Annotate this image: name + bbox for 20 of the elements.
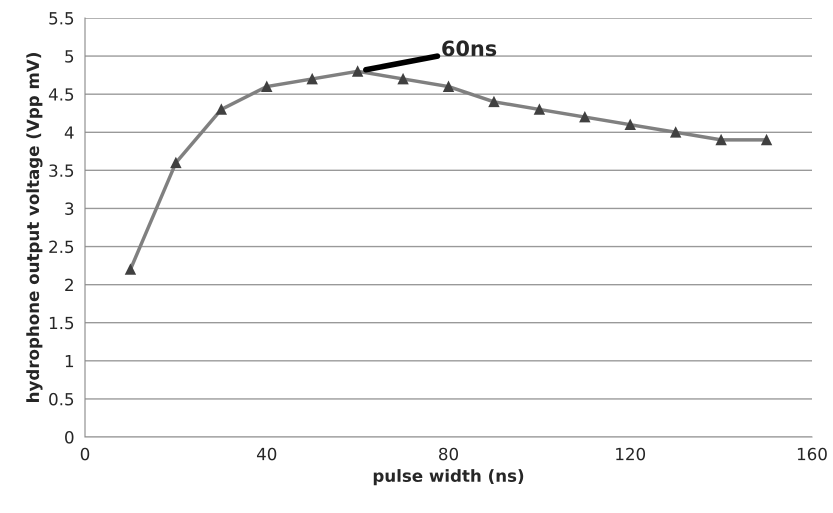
y-tick-label: 1 (66, 355, 74, 368)
y-tick-label: 2.5 (49, 240, 74, 254)
y-tick-label: 5 (65, 50, 74, 63)
y-axis-title: hydrophone output voltage (Vpp mV) (26, 53, 43, 402)
y-tick-label: 4.5 (48, 88, 74, 101)
y-tick-label: 4 (64, 126, 74, 139)
y-tick-label: 1.5 (50, 316, 74, 330)
y-tick-label: 2 (65, 278, 73, 291)
y-tick-label: 0 (65, 430, 74, 444)
annotation: 60ns (442, 40, 496, 56)
y-tick-label: 3 (65, 202, 74, 216)
x-tick-label: 160 (798, 448, 827, 460)
x-tick-label: 80 (439, 448, 458, 460)
y-tick-label: 0.5 (49, 392, 74, 406)
x-tick-label: 0 (80, 448, 90, 460)
x-axis-title: pulse width (ns) (374, 469, 524, 486)
y-tick-label: 5.5 (49, 12, 74, 25)
y-tick-label: 3.5 (49, 164, 74, 177)
x-tick-label: 120 (616, 448, 646, 460)
x-tick-label: 40 (256, 448, 276, 460)
